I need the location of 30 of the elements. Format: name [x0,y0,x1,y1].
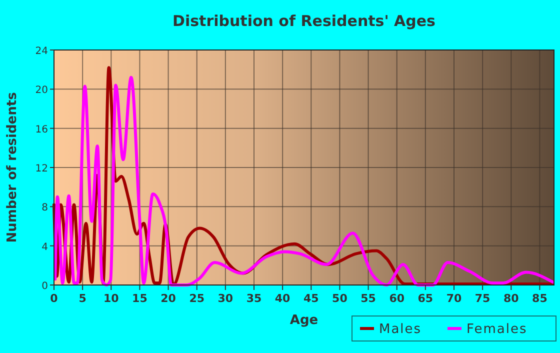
x-tick-label: 65 [418,292,434,305]
y-tick-label: 16 [35,124,48,136]
y-tick-label: 0 [42,281,48,292]
x-tick-label: 30 [218,292,234,305]
x-tick-label: 0 [50,292,58,305]
x-tick-label: 35 [246,292,262,305]
y-axis-title: Number of residents [5,92,20,243]
y-tick-label: 12 [35,164,48,174]
x-tick-label: 25 [189,292,205,305]
x-tick-label: 5 [78,292,86,305]
x-tick-label: 20 [160,292,176,305]
y-tick-label: 8 [42,202,48,214]
x-tick-label: 40 [274,292,291,305]
y-tick-label: 24 [35,46,48,57]
legend-label: Males [379,322,422,337]
x-axis-title: Age [290,313,318,328]
x-tick-label: 10 [103,292,120,305]
chart-title: Distribution of Residents' Ages [172,12,436,30]
x-tick-label: 80 [503,292,520,305]
x-tick-label: 50 [332,292,348,305]
x-tick-label: 60 [389,292,405,305]
x-tick-label: 45 [303,292,319,305]
y-tick-label: 20 [35,85,48,96]
x-tick-label: 55 [360,292,376,305]
x-tick-label: 70 [446,292,462,305]
y-tick-label: 4 [42,242,48,253]
x-tick-label: 85 [532,292,548,305]
x-tick-label: 75 [474,292,490,305]
legend-label: Females [466,322,528,337]
x-tick-label: 15 [132,292,148,305]
